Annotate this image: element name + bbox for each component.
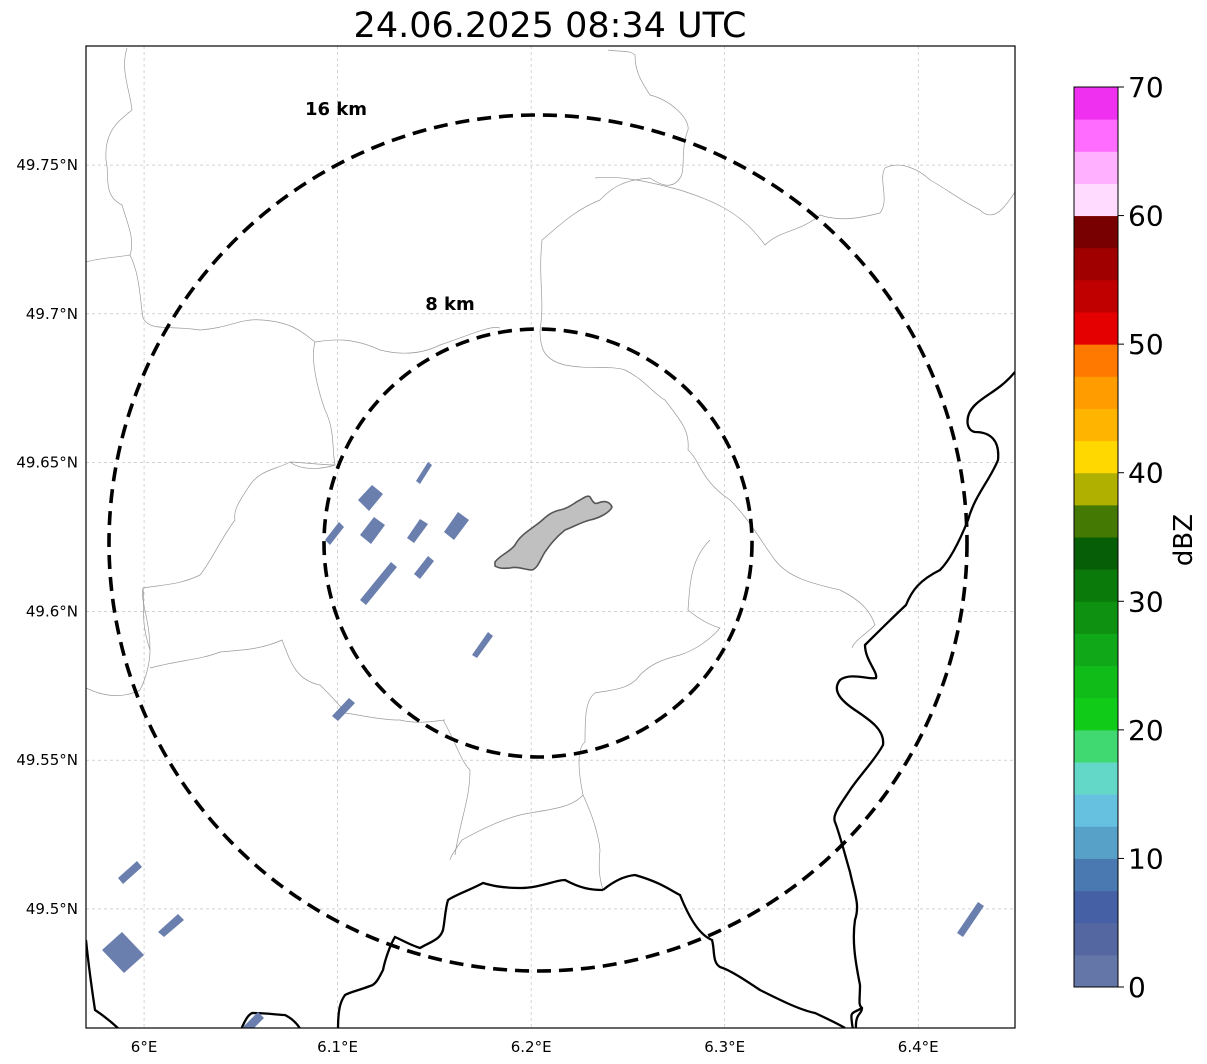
- x-tick-label: 6.2°E: [511, 1038, 552, 1056]
- echo-cell: [242, 1012, 264, 1028]
- range-ring-16km: [107, 113, 969, 973]
- echo-cell: [102, 932, 144, 973]
- echo-cell: [414, 556, 434, 579]
- colorbar-segment: [1074, 504, 1118, 538]
- x-axis-ticks: 6°E 6.1°E 6.2°E 6.3°E 6.4°E: [131, 1038, 939, 1056]
- x-tick-label: 6.4°E: [898, 1038, 939, 1056]
- colorbar-segment: [1074, 826, 1118, 859]
- colorbar-segment: [1074, 119, 1118, 152]
- echo-cell: [332, 698, 355, 721]
- y-tick-label: 49.5°N: [26, 900, 78, 918]
- colorbar-tick-label: 50: [1128, 328, 1164, 361]
- colorbar-segment: [1074, 279, 1118, 313]
- colorbar-segment: [1074, 569, 1118, 602]
- colorbar-tick-label: 10: [1128, 842, 1164, 875]
- y-tick-label: 49.7°N: [26, 305, 78, 323]
- colorbar-frame: [1073, 86, 1119, 988]
- city-area: [494, 495, 613, 571]
- map-frame: [85, 45, 1016, 1029]
- colorbar-segment: [1074, 729, 1118, 763]
- colorbar-segment: [1074, 697, 1118, 731]
- echo-cell: [407, 519, 428, 543]
- x-tick-label: 6°E: [131, 1038, 158, 1056]
- y-tick-label: 49.65°N: [16, 454, 78, 472]
- range-ring-8km: [322, 327, 754, 759]
- colorbar: 0 10 20 30 40 50 60 70: [1073, 71, 1164, 1004]
- colorbar-segment: [1074, 665, 1118, 699]
- echo-cell: [444, 512, 469, 540]
- echo-cell: [957, 902, 984, 937]
- y-tick-label: 49.6°N: [26, 602, 78, 620]
- colorbar-segment: [1074, 408, 1118, 442]
- colorbar-segment: [1074, 151, 1118, 184]
- colorbar-tick-label: 60: [1128, 200, 1164, 233]
- echo-cell: [118, 861, 142, 884]
- colorbar-segment: [1074, 922, 1118, 956]
- y-tick-label: 49.75°N: [16, 156, 78, 174]
- echo-cell: [360, 517, 385, 544]
- admin-boundaries: [86, 47, 1015, 891]
- colorbar-segment: [1074, 633, 1118, 667]
- colorbar-label: dBZ: [1169, 514, 1199, 566]
- graticule: [86, 46, 1015, 1028]
- colorbar-tick-label: 20: [1128, 714, 1164, 747]
- colorbar-segment: [1074, 858, 1118, 892]
- colorbar-segment: [1074, 890, 1118, 924]
- colorbar-segment: [1074, 794, 1118, 827]
- colorbar-segment: [1074, 215, 1118, 249]
- colorbar-segment: [1074, 601, 1118, 634]
- colorbar-segment: [1074, 87, 1118, 120]
- colorbar-segment: [1074, 376, 1118, 409]
- colorbar-segment: [1074, 472, 1118, 506]
- colorbar-segment: [1074, 312, 1118, 345]
- map-title: 24.06.2025 08:34 UTC: [354, 6, 747, 46]
- colorbar-tick-label: 40: [1128, 457, 1164, 490]
- echo-cell: [360, 562, 397, 605]
- echo-cell: [325, 522, 344, 545]
- echo-cell: [416, 462, 432, 484]
- x-tick-label: 6.1°E: [317, 1038, 358, 1056]
- colorbar-tick-label: 70: [1128, 71, 1164, 104]
- colorbar-segment: [1074, 247, 1118, 281]
- echo-cell: [472, 632, 493, 658]
- colorbar-segment: [1074, 183, 1118, 217]
- range-rings: [107, 113, 969, 973]
- x-tick-label: 6.3°E: [704, 1038, 745, 1056]
- y-axis-ticks: 49.5°N 49.55°N 49.6°N 49.65°N 49.7°N 49.75°N: [16, 156, 78, 918]
- radar-echoes: [102, 462, 984, 1028]
- colorbar-tick-label: 0: [1128, 971, 1146, 1004]
- echo-cell: [158, 914, 184, 937]
- ring-label-16km: 16 km: [305, 99, 367, 120]
- colorbar-segment: [1074, 762, 1118, 795]
- colorbar-tick-label: 30: [1128, 585, 1164, 618]
- y-tick-label: 49.55°N: [16, 751, 78, 769]
- colorbar-segment: [1074, 344, 1118, 377]
- colorbar-segment: [1074, 537, 1118, 570]
- colorbar-segment: [1074, 440, 1118, 474]
- echo-cell: [358, 485, 383, 511]
- ring-label-8km: 8 km: [425, 294, 475, 315]
- colorbar-segment: [1074, 954, 1118, 988]
